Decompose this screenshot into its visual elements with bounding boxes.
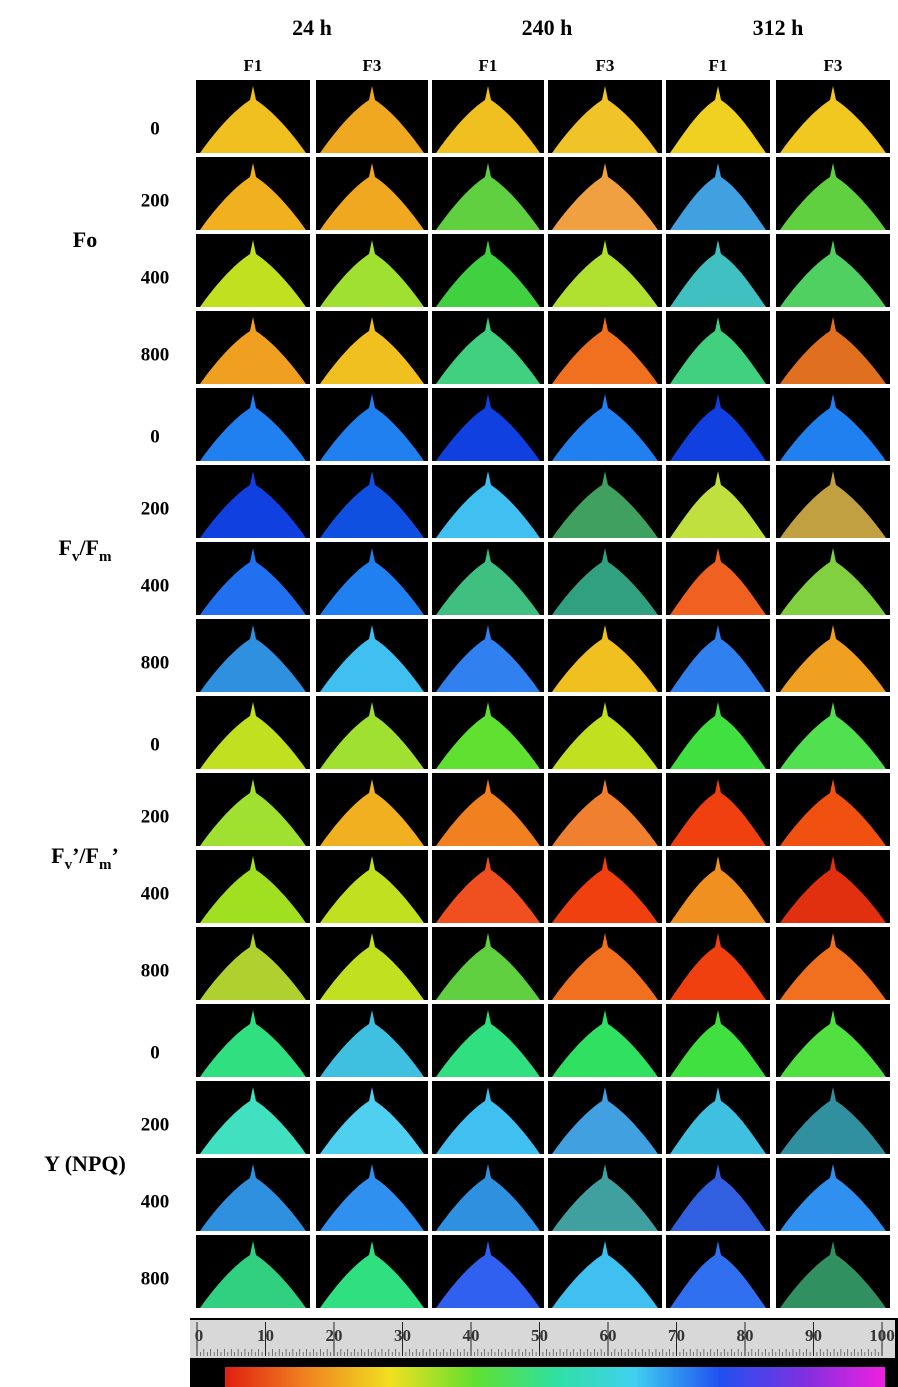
row-group-label-part: /F: [78, 535, 99, 560]
scale-tick-label: 80: [737, 1326, 754, 1345]
color-bar: [225, 1367, 885, 1387]
row-label: 200: [141, 806, 170, 827]
row-label: 400: [141, 267, 170, 288]
column-group-label: 240 h: [522, 15, 573, 40]
row-label: 0: [150, 118, 160, 139]
row-label: 400: [141, 575, 170, 596]
scale-tick-label: 90: [805, 1326, 822, 1345]
scale-tick-label: 50: [531, 1326, 548, 1345]
row-group-label-part: Fo: [73, 227, 97, 252]
scale-tick-label: 40: [463, 1326, 480, 1345]
row-label: 800: [141, 960, 170, 981]
row-label: 400: [141, 1191, 170, 1212]
row-group-label-part: ’/F: [72, 843, 99, 868]
row-group-label-part: m: [99, 549, 112, 565]
figure: 24 hF1F3240 hF1F3312 hF1F3Fo0200400800Fv…: [0, 0, 898, 1387]
row-group-label: Fo: [73, 227, 97, 252]
row-group-label: Fv/Fm: [58, 535, 112, 565]
row-group-label-part: m: [99, 857, 112, 873]
row-label: 200: [141, 498, 170, 519]
row-group-label-part: ’: [112, 843, 119, 868]
scale-tick-label: 0: [195, 1326, 204, 1345]
row-label: 0: [150, 426, 160, 447]
column-group-label: 24 h: [292, 15, 332, 40]
column-label: F3: [363, 56, 382, 75]
row-label: 200: [141, 190, 170, 211]
scale-tick-label: 10: [257, 1326, 274, 1345]
row-label: 800: [141, 1268, 170, 1289]
row-group-label-part: Y (NPQ): [44, 1151, 126, 1176]
row-group-label: Fv’/Fm’: [51, 843, 119, 873]
column-label: F1: [479, 56, 498, 75]
row-label: 800: [141, 652, 170, 673]
row-group-label: Y (NPQ): [44, 1151, 126, 1176]
column-label: F3: [824, 56, 843, 75]
row-group-label-part: F: [51, 843, 64, 868]
row-label: 400: [141, 883, 170, 904]
row-label: 800: [141, 344, 170, 365]
row-label: 0: [150, 1042, 160, 1063]
row-label: 200: [141, 1114, 170, 1135]
scale-tick-label: 20: [326, 1326, 343, 1345]
scale-tick-label: 100: [869, 1326, 895, 1345]
column-label: F1: [709, 56, 728, 75]
scale-tick-label: 30: [394, 1326, 411, 1345]
column-label: F1: [244, 56, 263, 75]
scale-tick-label: 60: [600, 1326, 617, 1345]
column-label: F3: [596, 56, 615, 75]
row-label: 0: [150, 734, 160, 755]
row-group-label-part: F: [58, 535, 71, 560]
column-group-label: 312 h: [753, 15, 804, 40]
scale-tick-label: 70: [668, 1326, 685, 1345]
